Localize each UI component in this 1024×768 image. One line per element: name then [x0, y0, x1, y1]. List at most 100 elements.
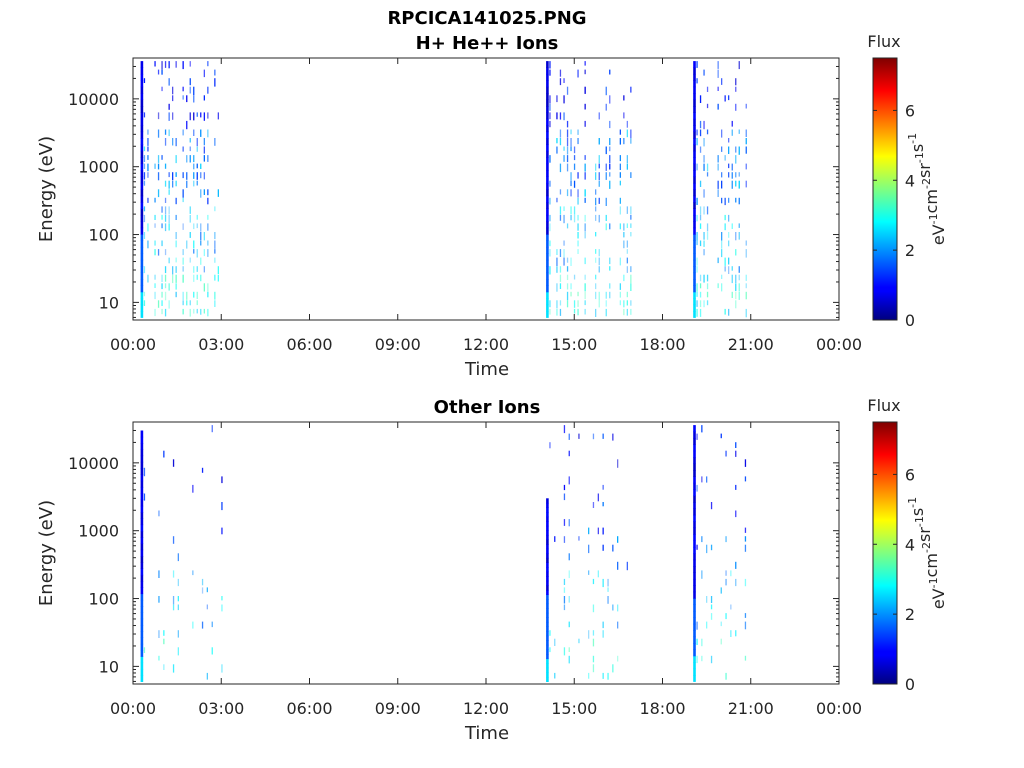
spectrogram-cell — [626, 129, 628, 138]
spectrogram-start-line — [140, 505, 144, 513]
spectrogram-cell — [549, 214, 551, 222]
spectrogram-start-line — [140, 549, 144, 557]
spectrogram-start-line — [693, 489, 696, 497]
spectrogram-start-line — [546, 571, 549, 577]
spectrogram-cell — [699, 308, 702, 317]
spectrogram-cell — [559, 249, 562, 257]
spectrogram-cell — [735, 180, 737, 187]
spectrogram-cell — [172, 172, 174, 181]
spectrogram-cell — [584, 197, 586, 203]
spectrogram-start-line — [546, 585, 549, 591]
spectrogram-start-line — [546, 576, 549, 582]
spectrogram-cell — [214, 78, 216, 87]
spectrogram-cell — [158, 570, 160, 578]
spectrogram-cell — [563, 519, 566, 526]
spectrogram-cell — [703, 138, 705, 147]
spectrogram-cell — [735, 274, 737, 283]
spectrogram-start-line — [546, 635, 549, 641]
spectrogram-cell — [172, 274, 174, 284]
spectrogram-cell — [706, 291, 709, 298]
spectrogram-cell — [563, 257, 565, 266]
spectrogram-cell — [630, 172, 632, 178]
spectrogram-cell — [619, 138, 621, 145]
spectrogram-cell — [568, 621, 570, 628]
spectrogram-cell — [161, 308, 163, 315]
spectrogram-cell — [568, 596, 570, 603]
spectrogram-cell — [207, 223, 209, 231]
spectrogram-cell — [196, 308, 198, 314]
spectrogram-start-line — [140, 593, 144, 601]
spectrogram-cell — [703, 163, 705, 171]
spectrogram-start-line — [546, 516, 549, 522]
spectrogram-cell — [696, 266, 698, 273]
spectrogram-cell — [193, 266, 195, 273]
spectrogram-start-line — [693, 598, 696, 605]
spectrogram-start-line — [693, 527, 696, 535]
spectrogram-start-line — [693, 521, 696, 529]
spectrogram-start-line — [546, 626, 549, 632]
spectrogram-start-line — [140, 675, 144, 682]
spectrogram-cell — [612, 544, 614, 552]
spectrogram-start-line — [546, 654, 549, 660]
spectrogram-start-line — [546, 61, 549, 68]
spectrogram-start-line — [546, 621, 549, 627]
spectrogram-cell — [701, 570, 703, 579]
spectrogram-cell — [147, 172, 149, 178]
spectrogram-cell — [725, 578, 727, 586]
spectrogram-cell — [196, 291, 198, 299]
spectrogram-cell — [193, 308, 195, 314]
spectrogram-start-line — [140, 144, 144, 152]
unit-base: eV — [929, 588, 948, 609]
spectrogram-cell — [619, 223, 621, 230]
spectrogram-cell — [193, 86, 195, 96]
spectrogram-cell — [214, 240, 216, 249]
colorbar-tick-label: 0 — [905, 675, 915, 694]
spectrogram-cell — [147, 155, 149, 160]
colorbar-unit-text: eV-1cm-2sr-1s-1 — [906, 497, 948, 609]
spectrogram-start-line — [693, 636, 696, 644]
spectrogram-cell — [735, 78, 737, 86]
spectrogram-cell — [192, 484, 194, 493]
panel-hplus-heplus: H+ He++ Ions 00:00 03:00 06:00 09:00 12:00 15… — [36, 32, 948, 380]
spectrogram-cell — [744, 544, 747, 552]
spectrogram-cell — [584, 163, 586, 172]
spectrogram-cell — [196, 214, 198, 220]
spectrogram-start-line — [546, 157, 549, 165]
spectrogram-cell — [154, 308, 156, 317]
spectrogram-cell — [549, 442, 551, 449]
spectrogram-cell — [577, 232, 579, 239]
spectrogram-cell — [172, 596, 175, 605]
spectrogram-cell — [570, 206, 572, 215]
spectrogram-cell — [605, 300, 607, 307]
spectrogram-cell — [193, 291, 195, 298]
spectrogram-cell — [143, 493, 146, 501]
spectrogram-start-line — [140, 574, 144, 582]
spectrogram-cell — [563, 647, 566, 656]
spectrogram-cell — [721, 172, 723, 178]
spectrogram-cell — [549, 647, 551, 653]
spectrogram-start-line — [140, 493, 144, 500]
spectrogram-cell — [217, 112, 219, 120]
spectrogram-cell — [203, 172, 205, 180]
spectrogram-cell — [168, 129, 170, 137]
spectrogram-cell — [200, 240, 202, 246]
spectrogram-cell — [738, 266, 740, 273]
spectrogram-cell — [189, 300, 191, 306]
spectrogram-cell — [563, 484, 566, 491]
y-tick-label: 10000 — [68, 454, 119, 473]
spectrogram-cell — [563, 206, 565, 211]
spectrogram-cell — [175, 283, 177, 290]
spectrogram-cell — [724, 155, 726, 161]
x-tick-label: 09:00 — [375, 335, 421, 354]
spectrogram-cell — [157, 189, 160, 198]
spectrogram-cell — [200, 163, 202, 169]
spectrogram-start-line — [546, 208, 549, 216]
spectrogram-cell — [605, 86, 607, 96]
spectrogram-cell — [203, 308, 205, 314]
spectrogram-cell — [744, 536, 747, 542]
spectrogram-cell — [703, 232, 705, 240]
colorbar-tick-label: 0 — [905, 311, 915, 330]
spectrogram-start-line — [140, 662, 144, 670]
spectrogram-cell — [605, 197, 607, 206]
spectrogram-start-line — [140, 93, 144, 100]
